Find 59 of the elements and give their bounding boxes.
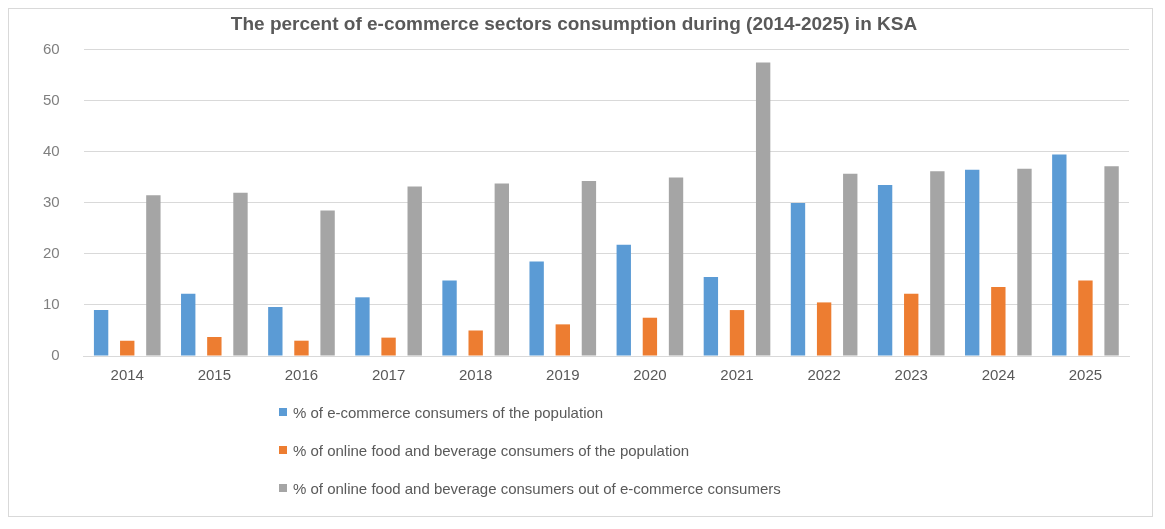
x-tick-label: 2020 <box>633 366 667 384</box>
bar <box>790 202 806 356</box>
legend-label: % of online food and beverage consumers out of e-commerce consumers <box>293 479 781 497</box>
bar <box>965 169 980 356</box>
bar <box>581 180 597 356</box>
bar <box>468 330 483 356</box>
bar <box>555 324 570 356</box>
x-tick-label: 2023 <box>894 366 928 384</box>
bar <box>355 297 370 356</box>
bar <box>146 195 161 356</box>
x-tick-label: 2018 <box>458 366 493 384</box>
bar <box>407 186 422 356</box>
bar <box>642 317 658 356</box>
bar <box>381 337 396 356</box>
legend-label: % of e-commerce consumers of the population <box>293 403 604 421</box>
bar <box>1104 166 1119 356</box>
bar <box>233 192 248 356</box>
y-tick-label: 20 <box>43 244 60 262</box>
bar <box>816 302 832 356</box>
bar <box>320 210 335 356</box>
bar <box>294 340 309 356</box>
bar <box>529 261 544 356</box>
y-tick-label: 30 <box>43 193 60 211</box>
bar <box>703 276 719 356</box>
x-tick-label: 2024 <box>981 366 1016 384</box>
y-tick-label: 60 <box>43 39 60 57</box>
legend-label: % of online food and beverage consumers of the population <box>293 441 690 459</box>
y-tick-label: 0 <box>51 346 60 364</box>
bar <box>181 293 196 356</box>
bar <box>991 287 1006 356</box>
bar <box>616 244 631 356</box>
bar <box>1052 154 1067 356</box>
x-tick-label: 2022 <box>807 366 841 384</box>
bar <box>930 171 945 356</box>
bar <box>904 293 919 356</box>
bar <box>207 337 222 356</box>
x-tick-label: 2019 <box>546 366 580 384</box>
bar <box>93 310 109 356</box>
x-tick-label: 2015 <box>197 366 232 384</box>
x-tick-label: 2017 <box>371 366 406 384</box>
y-tick-label: 40 <box>43 142 60 160</box>
bar <box>877 185 893 356</box>
bar <box>755 62 771 356</box>
bar <box>1078 280 1093 356</box>
bar <box>729 310 745 356</box>
y-tick-label: 50 <box>43 90 60 108</box>
bar <box>268 307 283 356</box>
bar <box>843 173 858 356</box>
y-tick-label: 10 <box>43 295 60 313</box>
x-tick-label: 2025 <box>1068 366 1103 384</box>
x-tick-label: 2014 <box>110 366 144 384</box>
bar <box>668 177 684 356</box>
bar <box>120 340 135 356</box>
bar <box>494 183 509 356</box>
chart-title: The percent of e-commerce sectors consumption during (2014-2025) in KSA <box>230 12 918 34</box>
bar <box>1017 168 1032 356</box>
bar <box>442 280 457 356</box>
x-tick-label: 2016 <box>284 366 319 384</box>
x-tick-label: 2021 <box>720 366 754 384</box>
